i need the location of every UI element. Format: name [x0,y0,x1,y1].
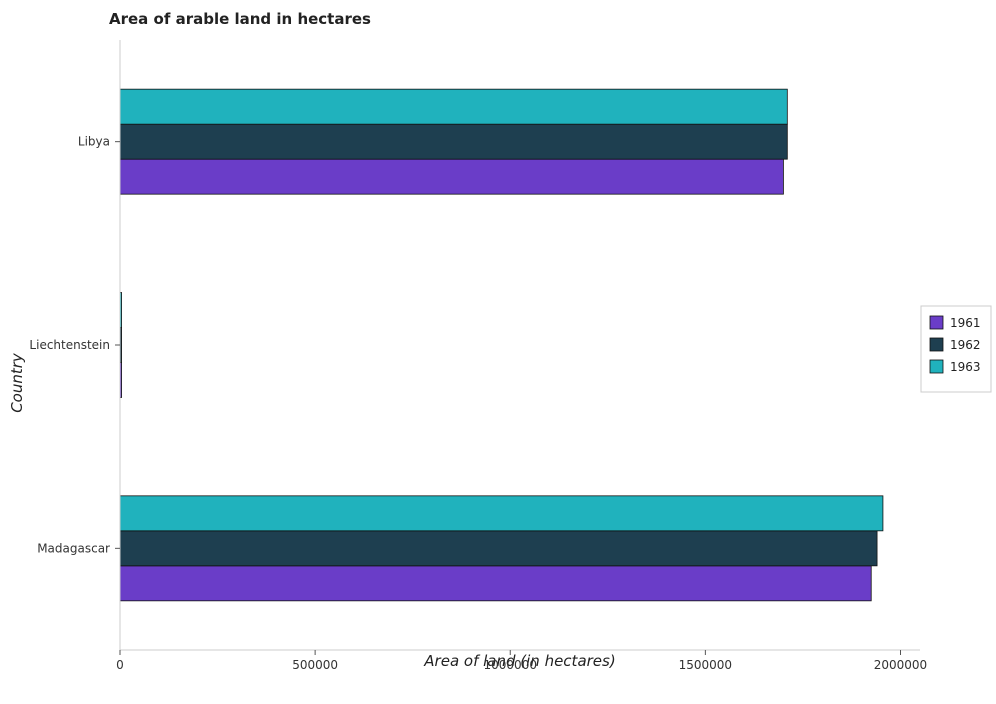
legend: 1961 1962 1963 [920,305,992,393]
legend-label-1963: 1963 [950,360,981,374]
y-tick-label-liechtenstein: Liechtenstein [29,338,110,352]
legend-swatch-1961 [929,315,944,330]
chart-title: Area of arable land in hectares [109,10,371,28]
legend-swatch-1963 [929,359,944,374]
bar-libya-1961 [119,158,784,195]
legend-label-1961: 1961 [950,316,981,330]
x-tick-label: 0 [116,658,124,672]
x-tick-label: 2000000 [874,658,927,672]
y-tick-label-libya: Libya [78,135,110,149]
bars-group [119,88,884,602]
legend-label-1962: 1962 [950,338,981,352]
x-axis: 0 500000 1000000 1500000 2000000 [116,649,927,672]
y-axis-label: Country [8,352,26,413]
legend-swatch-1962 [929,337,944,352]
y-tick-label-madagascar: Madagascar [37,541,110,555]
bar-libya-1962 [119,123,788,160]
bar-libya-1963 [119,88,788,125]
bar-madagascar-1961 [119,565,872,602]
bar-madagascar-1963 [119,495,884,532]
x-tick-label: 1000000 [484,658,537,672]
bar-madagascar-1962 [119,530,878,567]
x-tick-label: 500000 [292,658,338,672]
x-axis-label: Area of land (in hectares) [423,652,615,670]
x-tick-label: 1500000 [679,658,732,672]
y-axis: Libya Liechtenstein Madagascar [29,40,121,650]
